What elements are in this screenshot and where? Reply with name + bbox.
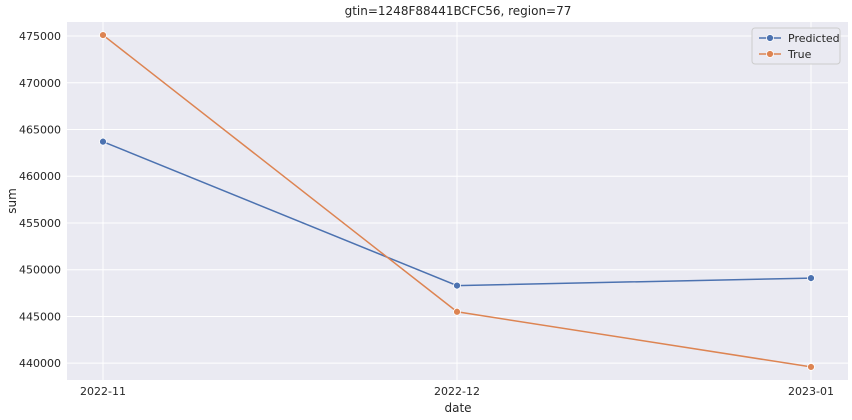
x-axis-ticks: 2022-11 2022-12 2023-01 — [80, 385, 834, 398]
data-point-predicted — [99, 137, 107, 146]
x-tick-label: 2023-01 — [788, 385, 834, 398]
x-axis-label: date — [444, 401, 471, 415]
y-tick-label: 440000 — [19, 357, 61, 370]
y-tick-label: 445000 — [19, 310, 61, 323]
data-point-true — [99, 31, 107, 39]
grid-lines — [67, 22, 848, 380]
x-tick-label: 2022-11 — [80, 385, 126, 398]
y-tick-label: 465000 — [19, 123, 61, 136]
legend-marker — [766, 34, 774, 42]
legend-label: True — [787, 48, 812, 61]
y-axis-ticks: 440000 445000 450000 455000 460000 465000 4700… — [19, 30, 61, 370]
y-tick-label: 450000 — [19, 264, 61, 277]
legend-box — [751, 27, 841, 65]
data-point-true — [453, 307, 461, 316]
y-tick-label: 470000 — [19, 77, 61, 90]
y-tick-label: 475000 — [19, 30, 61, 43]
chart-title: gtin=1248F88441BCFC56, region=77 — [345, 4, 572, 18]
data-point-predicted — [453, 281, 461, 290]
data-point-true — [807, 363, 815, 371]
x-tick-label: 2022-12 — [434, 385, 480, 398]
legend: Predicted True — [751, 27, 841, 65]
legend-label: Predicted — [788, 32, 840, 45]
y-tick-label: 460000 — [19, 170, 61, 183]
y-axis-label: sum — [5, 188, 19, 214]
series-lines — [99, 31, 815, 371]
y-tick-label: 455000 — [19, 217, 61, 230]
data-point-predicted — [807, 274, 815, 283]
legend-marker — [766, 50, 774, 58]
